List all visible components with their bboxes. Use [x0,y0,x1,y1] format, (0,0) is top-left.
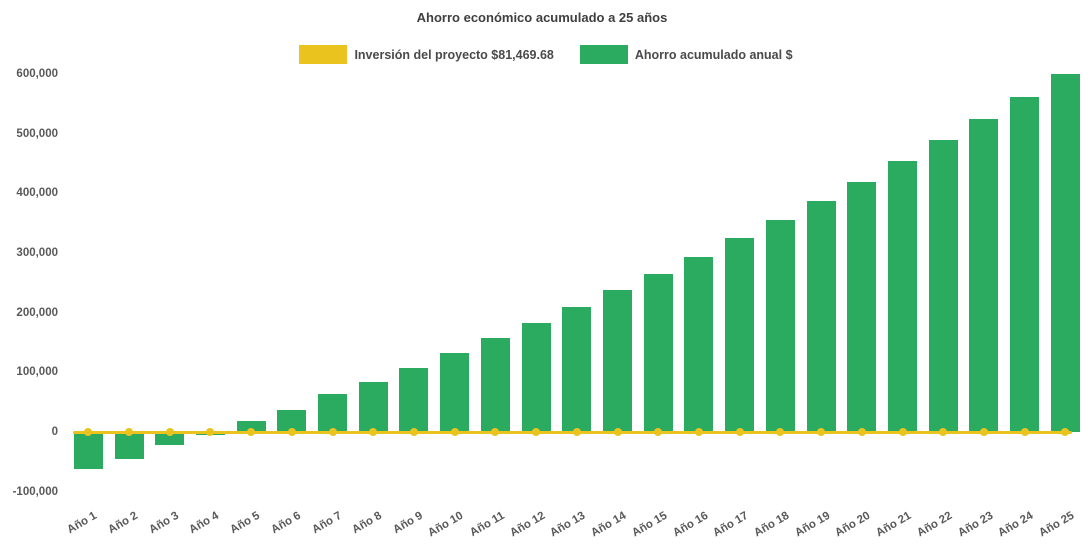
line-marker [369,428,378,436]
x-tick-label: Año 25 [1037,509,1077,540]
x-tick-label: Año 19 [792,509,833,540]
x-tick-label: Año 3 [147,509,181,537]
x-tick-label: Año 8 [350,509,385,537]
x-tick-label: Año 4 [187,509,222,537]
x-tick-label: Año 20 [833,509,873,540]
line-marker [817,428,826,436]
x-tick-label: Año 7 [309,509,344,537]
y-tick-label: -100,000 [12,485,58,498]
x-tick-label: Año 15 [630,509,670,540]
line-marker [125,428,133,436]
line-marker [694,428,703,436]
line-marker [654,428,663,436]
line-marker [491,428,500,436]
bar [236,421,266,432]
line-marker [206,428,215,436]
line-marker [328,428,337,436]
x-tick-label: Año 6 [269,509,303,537]
bar [358,382,388,432]
line-marker [247,428,256,436]
line-marker [84,428,93,436]
bar [684,256,714,432]
bar [399,368,429,432]
x-tick-label: Año 21 [874,509,914,540]
x-tick-label: Año 18 [752,509,792,540]
bar [155,432,185,446]
legend-swatch-savings [579,45,628,64]
bar [277,409,307,432]
bar [114,432,144,460]
bar [643,273,673,432]
legend-item-investment: Inversión del proyecto $81,469.68 [299,45,554,64]
line-marker [532,428,541,436]
x-tick-label: Año 13 [548,509,588,540]
x-tick-label: Año 11 [467,509,507,540]
line-marker [287,428,296,436]
bar [1010,96,1040,432]
x-tick-label: Año 16 [670,509,710,540]
bar [847,182,877,432]
line-marker [165,428,174,436]
y-tick-label: 600,000 [16,67,58,80]
y-tick-label: 500,000 [16,127,58,140]
x-tick-label: Año 1 [65,509,100,537]
x-tick-label: Año 2 [106,509,141,537]
bar [73,432,103,469]
x-tick-label: Año 5 [228,509,263,537]
y-tick-label: 400,000 [16,187,58,200]
x-tick-label: Año 14 [589,509,629,540]
x-tick-label: Año 22 [915,509,955,540]
bar [725,238,755,432]
line-marker [1061,428,1070,436]
y-tick-label: 200,000 [16,306,58,319]
bar [318,394,348,432]
line-marker [409,428,418,436]
legend-label-savings: Ahorro acumulado anual $ [634,47,793,62]
y-tick-label: 100,000 [16,366,58,379]
bar [603,289,633,432]
x-tick-label: Año 9 [391,509,425,537]
bar [806,201,836,432]
chart-title: Ahorro económico acumulado a 25 años [416,10,668,25]
line-marker [939,428,948,436]
line-marker [776,428,785,436]
x-tick-label: Año 10 [426,509,466,540]
bar [440,353,470,432]
bar [928,139,958,432]
x-tick-label: Año 24 [996,509,1036,540]
x-tick-label: Año 23 [955,509,995,540]
line-marker [1020,428,1029,436]
bar [969,118,999,432]
line-marker [979,428,988,436]
line-marker [572,428,581,436]
bar [1050,73,1080,432]
bar [765,220,795,432]
line-marker [613,428,622,436]
bar [521,322,551,432]
legend-label-investment: Inversión del proyecto $81,469.68 [354,47,554,62]
investment-line [73,430,1072,434]
y-tick-label: 0 [51,426,58,438]
y-tick-label: 300,000 [16,246,58,259]
x-tick-label: Año 12 [507,509,548,540]
line-marker [857,428,866,436]
line-marker [450,428,459,436]
bar [562,307,592,432]
line-marker [735,428,744,436]
legend-swatch-investment [299,45,348,64]
x-tick-label: Año 17 [711,509,751,540]
bar [888,161,917,432]
bar [480,338,510,432]
legend-item-savings: Ahorro acumulado anual $ [579,45,793,64]
chart-legend: Inversión del proyecto $81,469.68 Ahorro… [0,45,1092,64]
line-marker [898,428,907,436]
